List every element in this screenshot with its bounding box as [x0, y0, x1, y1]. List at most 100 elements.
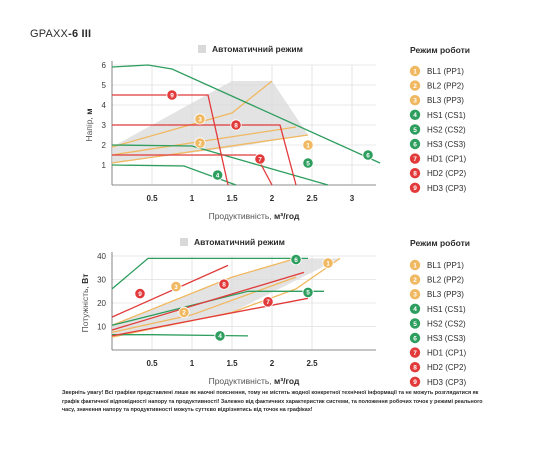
legend-item-label: BL3 (PP3) [427, 290, 464, 299]
series-badge-number: 5 [306, 160, 310, 167]
legend-badge [409, 95, 421, 106]
y-tick-label: 5 [102, 81, 107, 90]
legend-item-7: 7 HD1 (CP1) [409, 347, 466, 358]
series-badge-7 [262, 296, 274, 308]
series-line-5 [111, 144, 329, 186]
auto-mode-swatch [198, 45, 206, 53]
legend-2: Режим роботи 1 BL1 (PP1) 2 BL2 (PP2) 3 BL3 (PP… [409, 238, 470, 387]
legend-item-label: HS3 (CS3) [427, 140, 466, 149]
chart-1: 1 2 3 4 5 6 0.5 1 1.5 2 2.5 3 Автоматичний режим 1 2 3 4… [84, 44, 381, 221]
series-badge-4 [214, 330, 226, 342]
legend-badge-number: 1 [413, 262, 417, 269]
series-badge-1 [302, 139, 314, 151]
legend-item-label: HD3 (CP3) [427, 184, 466, 193]
y-axis-title-unit: Вт [80, 274, 90, 284]
series-badge-9 [134, 287, 146, 300]
legend-badge [409, 303, 421, 314]
x-tick-label: 1.5 [226, 359, 238, 368]
legend-item-9: 9 HD3 (CP3) [409, 376, 466, 387]
legend-badge [409, 274, 421, 285]
legend-item-2: 2 BL2 (PP2) [409, 80, 464, 91]
series-badge-number: 2 [182, 310, 186, 317]
series-badge-number: 3 [198, 116, 202, 123]
series-line-9 [111, 264, 229, 318]
series-badge-number: 4 [216, 172, 220, 179]
legend-badge-number: 7 [413, 350, 417, 357]
legend-item-label: BL1 (PP1) [427, 261, 464, 270]
disclaimer-text: Зверніть увагу! Всі графіки представлені… [62, 390, 483, 414]
legend-badge [409, 362, 421, 373]
x-tick-label: 1 [190, 194, 195, 203]
series-badge-5 [302, 157, 314, 169]
legend-badge-number: 2 [413, 277, 417, 284]
series-badge-number: 9 [138, 291, 142, 298]
series-badge-number: 9 [170, 92, 174, 99]
y-tick-label: 20 [97, 299, 106, 308]
legend-item-4: 4 HS1 (CS1) [409, 303, 466, 314]
legend-badge [409, 124, 421, 135]
legend-badge [409, 65, 421, 77]
legend-badge-number: 1 [413, 68, 417, 75]
series-badge-5 [302, 286, 314, 299]
legend-title: Режим роботи [410, 45, 470, 55]
legend-badge-number: 8 [413, 171, 417, 178]
legend-item-label: HS2 (CS2) [427, 319, 466, 328]
series-badge-3 [194, 113, 206, 125]
auto-mode-swatch [180, 238, 188, 246]
legend-title: Режим роботи [410, 238, 470, 248]
legend-badge [409, 109, 421, 121]
legend-item-1: 1 BL1 (PP1) [409, 65, 464, 77]
legend-item-4: 4 HS1 (CS1) [409, 109, 466, 121]
legend-item-label: HS2 (CS2) [427, 125, 466, 134]
legend-item-label: HS3 (CS3) [427, 334, 466, 343]
series-line-3 [111, 257, 297, 326]
legend-item-5: 5 HS2 (CS2) [409, 318, 466, 329]
legend-badge [409, 168, 421, 179]
y-tick-label: 1 [102, 161, 107, 170]
series-badge-2 [194, 137, 206, 149]
legend-badge-number: 5 [413, 321, 417, 328]
legend-item-label: BL1 (PP1) [427, 67, 464, 76]
y-axis-title-unit: м [84, 108, 94, 114]
y-axis-title-text: Потужність, [80, 284, 90, 333]
legend-item-label: HD2 (CP2) [427, 363, 466, 372]
series-badge-number: 7 [266, 299, 270, 306]
y-tick-label: 6 [102, 61, 107, 70]
series-line-6 [111, 64, 381, 164]
series-badge-8 [230, 119, 242, 131]
x-tick-label: 1 [190, 359, 195, 368]
y-axis-title-text: Напір, [84, 115, 94, 142]
legend-badge [409, 138, 421, 150]
x-tick-label: 2 [270, 194, 275, 203]
legend-1: Режим роботи 1 BL1 (PP1) 2 BL2 (PP2) 3 BL3 (PP… [409, 45, 470, 193]
x-axis-title-unit: м³/год [274, 211, 300, 221]
legend-badge-number: 3 [413, 292, 417, 299]
legend-item-3: 3 BL3 (PP3) [409, 289, 464, 300]
y-tick-label: 2 [102, 141, 107, 150]
legend-item-label: HS1 (CS1) [427, 111, 466, 120]
legend-badge [409, 153, 421, 164]
legend-badge-number: 8 [413, 365, 417, 372]
legend-item-8: 8 HD2 (CP2) [409, 168, 466, 179]
legend-badge-number: 6 [413, 335, 417, 342]
x-axis-title-text: Продуктивність, [209, 211, 274, 221]
series-badge-6 [290, 253, 302, 266]
series-badge-number: 2 [198, 140, 202, 147]
legend-item-label: BL2 (PP2) [427, 82, 464, 91]
series-line-7 [111, 297, 309, 337]
legend-item-7: 7 HD1 (CP1) [409, 153, 466, 164]
legend-badge [409, 182, 421, 193]
legend-item-3: 3 BL3 (PP3) [409, 95, 464, 106]
y-tick-label: 4 [102, 101, 107, 110]
legend-item-9: 9 HD3 (CP3) [409, 182, 466, 193]
series-badge-1 [322, 257, 334, 269]
legend-item-label: HD1 (CP1) [427, 349, 466, 358]
legend-item-label: HS1 (CS1) [427, 305, 466, 314]
series-badge-number: 8 [234, 122, 238, 129]
x-tick-label: 2.5 [306, 359, 318, 368]
legend-badge [409, 347, 421, 358]
series-badge-7 [254, 153, 266, 165]
series-badge-number: 8 [222, 282, 226, 289]
x-tick-label: 0.5 [146, 194, 158, 203]
